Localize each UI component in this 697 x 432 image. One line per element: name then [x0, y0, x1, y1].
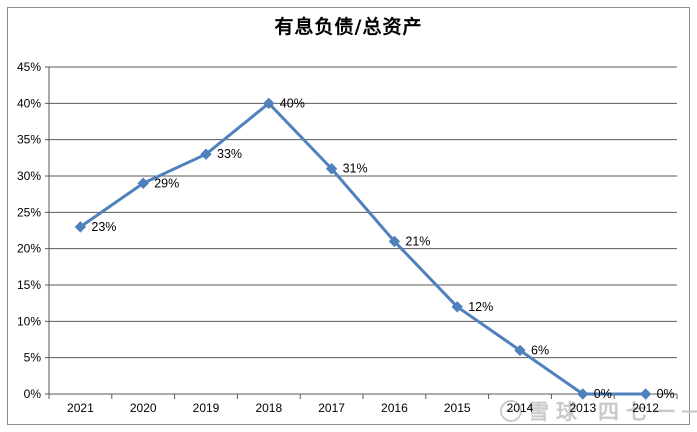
- chart-canvas: 0% 5% 10% 15% 20% 25% 30% 35% 40% 45% 2021 2020 2019…: [17, 60, 678, 415]
- data-label: 40%: [280, 96, 305, 110]
- y-axis-label: 30%: [17, 169, 41, 183]
- y-axis-label: 10%: [17, 314, 41, 328]
- y-axis-label: 0%: [24, 387, 42, 401]
- data-point: [200, 148, 212, 160]
- data-point: [514, 344, 526, 357]
- data-point: [388, 235, 401, 248]
- data-point: [137, 177, 149, 189]
- y-axis-label: 15%: [17, 278, 41, 292]
- data-label: 0%: [657, 387, 675, 401]
- x-axis-label: 2017: [318, 401, 345, 415]
- x-axis-label: 2013: [569, 401, 596, 415]
- x-axis-label: 2014: [507, 401, 534, 415]
- watermark-dash: —: [682, 399, 697, 423]
- data-point: [639, 388, 652, 400]
- data-point: [577, 388, 589, 400]
- watermark: 雪球 四七一 —: [500, 396, 697, 426]
- data-label: 21%: [405, 234, 430, 248]
- y-axis-label: 35%: [17, 133, 41, 147]
- data-label: 33%: [217, 147, 242, 161]
- x-axis-label: 2012: [632, 401, 659, 415]
- x-axis-label: 2018: [255, 401, 282, 415]
- series-line: [78, 101, 648, 396]
- data-point: [325, 163, 338, 175]
- data-point: [451, 301, 463, 313]
- y-axis-label: 45%: [17, 60, 41, 74]
- data-label: 23%: [91, 220, 116, 234]
- x-axis-label: 2021: [67, 401, 94, 415]
- data-label: 12%: [468, 300, 493, 314]
- x-axis-label: 2016: [381, 401, 408, 415]
- y-axis-label: 25%: [17, 205, 41, 219]
- x-axis-label: 2020: [130, 401, 157, 415]
- data-point: [74, 221, 87, 233]
- data-label: 6%: [531, 343, 549, 357]
- chart-title: 有息负债/总资产: [274, 16, 423, 38]
- x-axis-label: 2015: [444, 401, 471, 415]
- xueqiu-logo-icon: [500, 400, 522, 422]
- watermark-brand: 雪球: [528, 401, 584, 424]
- x-axis-label: 2019: [193, 401, 220, 415]
- data-label: 0%: [594, 387, 612, 401]
- watermark-user: 四七一: [598, 401, 682, 424]
- chart-frame: 有息负债/总资产 雪球 四七一 — 0% 5% 10% 15% 20% 25% 30% 35%…: [7, 7, 697, 425]
- y-axis-label: 5%: [24, 351, 42, 365]
- data-label: 31%: [343, 162, 368, 176]
- data-point: [263, 97, 275, 110]
- data-label: 29%: [154, 176, 179, 190]
- y-axis-label: 20%: [17, 242, 41, 256]
- y-axis-label: 40%: [17, 96, 41, 110]
